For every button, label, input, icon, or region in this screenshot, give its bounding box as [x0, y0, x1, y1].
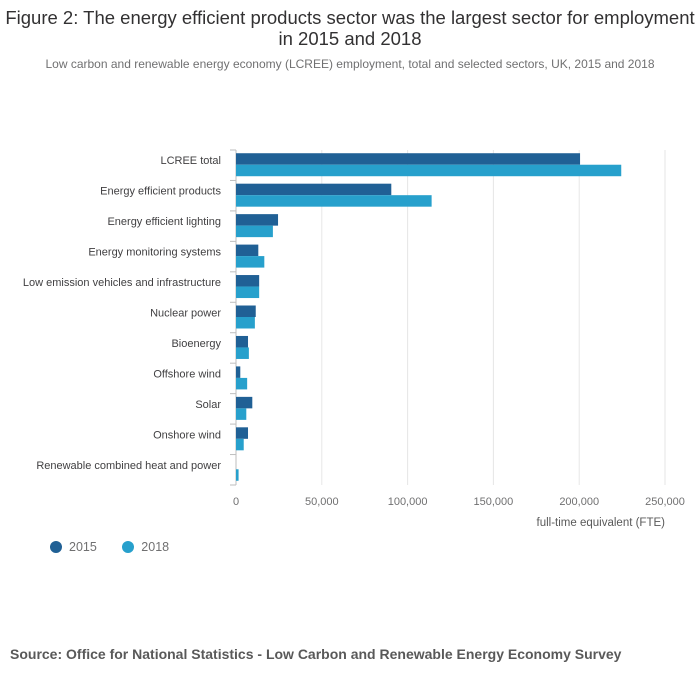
bar-2018-4[interactable] [236, 286, 260, 299]
bar-2018-6[interactable] [236, 347, 249, 359]
bar-2015-0[interactable] [236, 153, 581, 165]
bar-chart: LCREE total Energy efficient products Ener… [23, 149, 685, 529]
bar-2018-5[interactable] [236, 317, 255, 329]
x-tick-label: 0 [233, 496, 239, 508]
category-label: Renewable combined heat and power [36, 460, 221, 472]
category-label: Bioenergy [171, 338, 221, 350]
legend-item-2015[interactable]: 2015 [50, 540, 97, 554]
bar-2018-10[interactable] [236, 469, 239, 481]
legend-label-2015: 2015 [69, 540, 97, 554]
category-label: Energy efficient products [100, 186, 221, 198]
bar-2015-4[interactable] [236, 275, 260, 287]
source-note: Source: Office for National Statistics -… [10, 646, 622, 662]
legend-label-2018: 2018 [141, 540, 170, 554]
category-label: Solar [195, 399, 221, 411]
x-tick-label: 50,000 [305, 496, 339, 508]
category-label: LCREE total [160, 155, 221, 167]
category-label: Nuclear power [150, 308, 221, 320]
legend-marker-2015 [50, 541, 62, 553]
category-label: Energy efficient lighting [107, 216, 221, 228]
bar-2018-9[interactable] [236, 438, 244, 451]
x-axis-title: full-time equivalent (FTE) [537, 517, 666, 529]
x-axis-ticks: 0 50,000 100,000 150,000 200,000 250,000 [233, 496, 685, 508]
bar-2018-1[interactable] [236, 195, 432, 207]
bar-2015-1[interactable] [236, 183, 392, 196]
bar-2018-7[interactable] [236, 377, 248, 390]
bar-2015-5[interactable] [236, 305, 256, 318]
bar-2018-0[interactable] [236, 164, 622, 177]
category-label: Onshore wind [153, 429, 221, 441]
x-tick-label: 200,000 [559, 496, 599, 508]
bar-2018-8[interactable] [236, 408, 247, 420]
x-tick-label: 150,000 [474, 496, 514, 508]
category-label: Offshore wind [153, 368, 221, 380]
category-labels: LCREE total Energy efficient products Ener… [23, 155, 222, 472]
bar-2015-8[interactable] [236, 396, 253, 409]
category-label: Low emission vehicles and infrastructure [23, 277, 221, 289]
bar-2015-7[interactable] [236, 366, 241, 378]
bar-2015-3[interactable] [236, 244, 259, 257]
x-tick-label: 100,000 [388, 496, 428, 508]
bar-2015-9[interactable] [236, 427, 249, 439]
chart-subtitle: Low carbon and renewable energy economy … [45, 57, 655, 71]
bar-2018-2[interactable] [236, 225, 273, 238]
chart-title: Figure 2: The energy efficient products … [5, 7, 695, 49]
legend-marker-2018 [122, 541, 135, 553]
x-tick-label: 250,000 [645, 496, 685, 508]
bar-2015-6[interactable] [236, 335, 249, 348]
bar-2015-2[interactable] [236, 214, 279, 226]
bar-2018-3[interactable] [236, 256, 265, 268]
category-label: Energy monitoring systems [88, 247, 221, 259]
legend: 2015 2018 [50, 540, 191, 556]
bars [236, 153, 622, 481]
legend-item-2018[interactable]: 2018 [122, 540, 169, 554]
